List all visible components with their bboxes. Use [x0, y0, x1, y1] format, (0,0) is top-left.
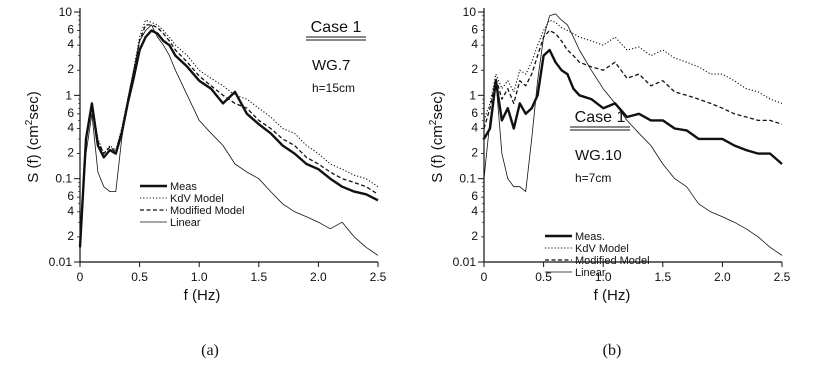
case-label: Case 1 [311, 19, 362, 36]
y-tick-label: 10 [463, 5, 477, 19]
y-tick-label: 0.1 [459, 172, 476, 186]
legend-entry: Meas [170, 181, 197, 193]
x-tick-label: 1.5 [654, 270, 671, 284]
x-tick-label: 0.5 [131, 270, 148, 284]
case-label-underline [306, 36, 366, 41]
legend-entry: KdV Model [575, 243, 629, 255]
y-minor-tick-label: 4 [471, 120, 478, 134]
y-minor-tick-label: 4 [67, 120, 74, 134]
legend-entry: Meas. [575, 231, 605, 243]
panel-caption: (a) [201, 342, 219, 359]
x-tick-label: 1.5 [250, 270, 267, 284]
series-line [483, 29, 783, 129]
x-tick-label: 2.0 [310, 270, 327, 284]
x-tick-label: 0 [77, 270, 84, 284]
y-tick-label: 0.1 [55, 172, 72, 186]
y-minor-tick-label: 2 [471, 229, 478, 243]
y-minor-tick-label: 6 [471, 106, 478, 120]
y-minor-tick-label: 4 [471, 37, 478, 51]
y-minor-tick-label: 6 [471, 189, 478, 203]
legend-entry: Linear [575, 267, 606, 279]
case-label: Case 1 [575, 109, 626, 126]
y-tick-label: 1 [65, 88, 72, 102]
series-line [79, 24, 379, 256]
x-axis-label: f (Hz) [594, 287, 631, 304]
x-tick-label: 2.5 [774, 270, 791, 284]
x-tick-label: 1.0 [595, 270, 612, 284]
series-line [78, 29, 379, 248]
legend-entry: KdV Model [170, 193, 224, 205]
y-minor-tick-label: 6 [67, 106, 74, 120]
y-tick-label: 0.01 [49, 255, 73, 269]
y-minor-tick-label: 4 [67, 204, 74, 218]
gauge-label: WG.7 [312, 57, 350, 74]
series-line [483, 13, 783, 256]
y-minor-tick-label: 4 [67, 37, 74, 51]
y-minor-tick-label: 6 [67, 189, 74, 203]
y-minor-tick-label: 4 [471, 204, 478, 218]
y-minor-tick-label: 2 [67, 62, 74, 76]
y-minor-tick-label: 2 [67, 229, 74, 243]
legend-entry: Linear [170, 217, 201, 229]
y-minor-tick-label: 6 [67, 22, 74, 36]
y-tick-label: 10 [59, 5, 73, 19]
y-axis-label: S (f) (cm2sec) [428, 91, 446, 182]
series-line [483, 19, 783, 121]
x-axis-label: f (Hz) [184, 287, 221, 304]
depth-label: h=7cm [575, 171, 611, 185]
y-minor-tick-label: 2 [471, 62, 478, 76]
depth-label: h=15cm [312, 81, 355, 95]
legend-entry: Modified Model [575, 255, 650, 267]
x-tick-label: 2.5 [370, 270, 387, 284]
x-tick-label: 0 [481, 270, 488, 284]
gauge-label: WG.10 [575, 147, 622, 164]
y-minor-tick-label: 2 [471, 146, 478, 160]
x-tick-label: 2.0 [714, 270, 731, 284]
x-tick-label: 0.5 [535, 270, 552, 284]
panel-caption: (b) [603, 342, 622, 359]
legend-entry: Modified Model [170, 205, 245, 217]
y-axis-label: S (f) (cm2sec) [24, 91, 42, 182]
y-minor-tick-label: 2 [67, 146, 74, 160]
case-label-underline [570, 126, 630, 131]
series-line [79, 24, 379, 248]
y-minor-tick-label: 6 [471, 22, 478, 36]
series-line [482, 48, 783, 165]
y-tick-label: 1 [469, 88, 476, 102]
x-tick-label: 1.0 [191, 270, 208, 284]
y-tick-label: 0.01 [453, 255, 477, 269]
